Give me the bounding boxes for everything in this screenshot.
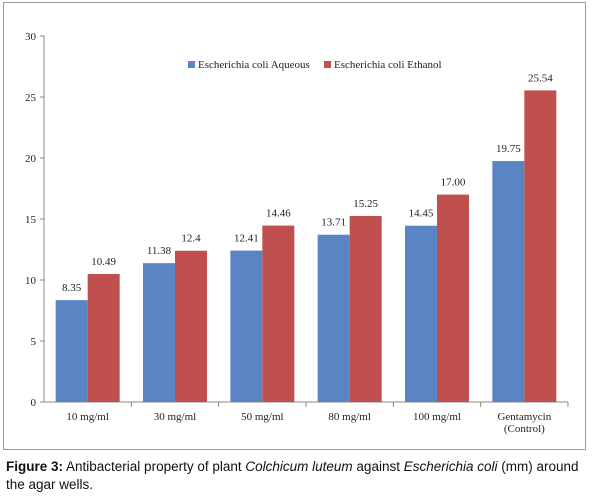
- y-tick-label: 0: [31, 397, 37, 409]
- x-tick-label: 10 mg/ml: [66, 411, 108, 423]
- caption-text-2: against: [352, 459, 404, 474]
- bar-ethanol: [524, 90, 557, 403]
- data-label: 12.41: [234, 233, 259, 245]
- legend-label: Escherichia coli Aqueous: [198, 59, 310, 71]
- legend: Escherichia coli Aqueous Escherichia coli…: [188, 59, 442, 71]
- caption-text-1: Antibacterial property of plant: [63, 459, 246, 474]
- data-label: 15.25: [353, 198, 378, 210]
- data-label: 8.35: [62, 282, 82, 294]
- y-tick-label: 5: [31, 336, 37, 348]
- y-tick-label: 30: [25, 31, 37, 43]
- legend-swatch: [324, 61, 331, 68]
- data-label: 13.71: [321, 217, 346, 229]
- data-label: 10.49: [91, 256, 116, 268]
- bar-aqueous: [143, 263, 175, 402]
- data-label: 14.46: [266, 208, 291, 220]
- bar-ethanol: [349, 215, 382, 402]
- data-label: 17.00: [441, 177, 466, 189]
- caption-label: Figure 3:: [6, 459, 64, 474]
- bar-aqueous: [230, 250, 263, 402]
- legend-swatch: [188, 61, 195, 68]
- x-tick-label: 30 mg/ml: [154, 411, 196, 423]
- bar-aqueous: [492, 161, 525, 402]
- y-tick-label: 15: [25, 214, 37, 226]
- caption-bacteria-name: Escherichia coli: [403, 459, 498, 474]
- bar-ethanol: [87, 274, 120, 402]
- data-label: 12.4: [181, 233, 201, 245]
- y-tick-label: 25: [25, 92, 37, 104]
- bars: [55, 90, 557, 403]
- x-tick-label: Gentamycin: [497, 411, 551, 423]
- x-tick-label: 50 mg/ml: [241, 411, 283, 423]
- bar-aqueous: [317, 234, 350, 402]
- caption-text-3: (mm) around the agar wells.: [6, 459, 579, 492]
- bar-ethanol: [437, 194, 469, 402]
- bar-ethanol: [262, 225, 295, 402]
- y-tick-label: 20: [25, 153, 37, 165]
- x-tick-label: (Control): [504, 423, 545, 435]
- axes: 0 5 10 15 20 25 30 10 mg/ml 30 mg/ml 50 mg/ml 80 m…: [25, 31, 569, 435]
- x-tick-label: 80 mg/ml: [328, 411, 370, 423]
- x-tick-label: 100 mg/ml: [413, 411, 461, 423]
- y-tick-label: 10: [25, 275, 37, 287]
- bar-chart: 0 5 10 15 20 25 30 10 mg/ml 30 mg/ml 50 mg/ml 80 m…: [25, 31, 569, 435]
- legend-label: Escherichia coli Ethanol: [334, 59, 442, 71]
- caption-plant-name: Colchicum luteum: [245, 459, 353, 474]
- bar-aqueous: [405, 225, 437, 402]
- data-label: 14.45: [409, 208, 434, 220]
- bar-ethanol: [175, 250, 207, 402]
- bar-aqueous: [55, 300, 88, 402]
- data-label: 11.38: [147, 245, 172, 257]
- data-labels: 8.35 10.49 11.38 12.4 12.41 14.46 13.71 15.25 14…: [62, 72, 553, 294]
- data-label: 25.54: [528, 72, 553, 84]
- data-label: 19.75: [496, 143, 521, 155]
- figure-caption: Figure 3: Antibacterial property of plan…: [6, 458, 590, 494]
